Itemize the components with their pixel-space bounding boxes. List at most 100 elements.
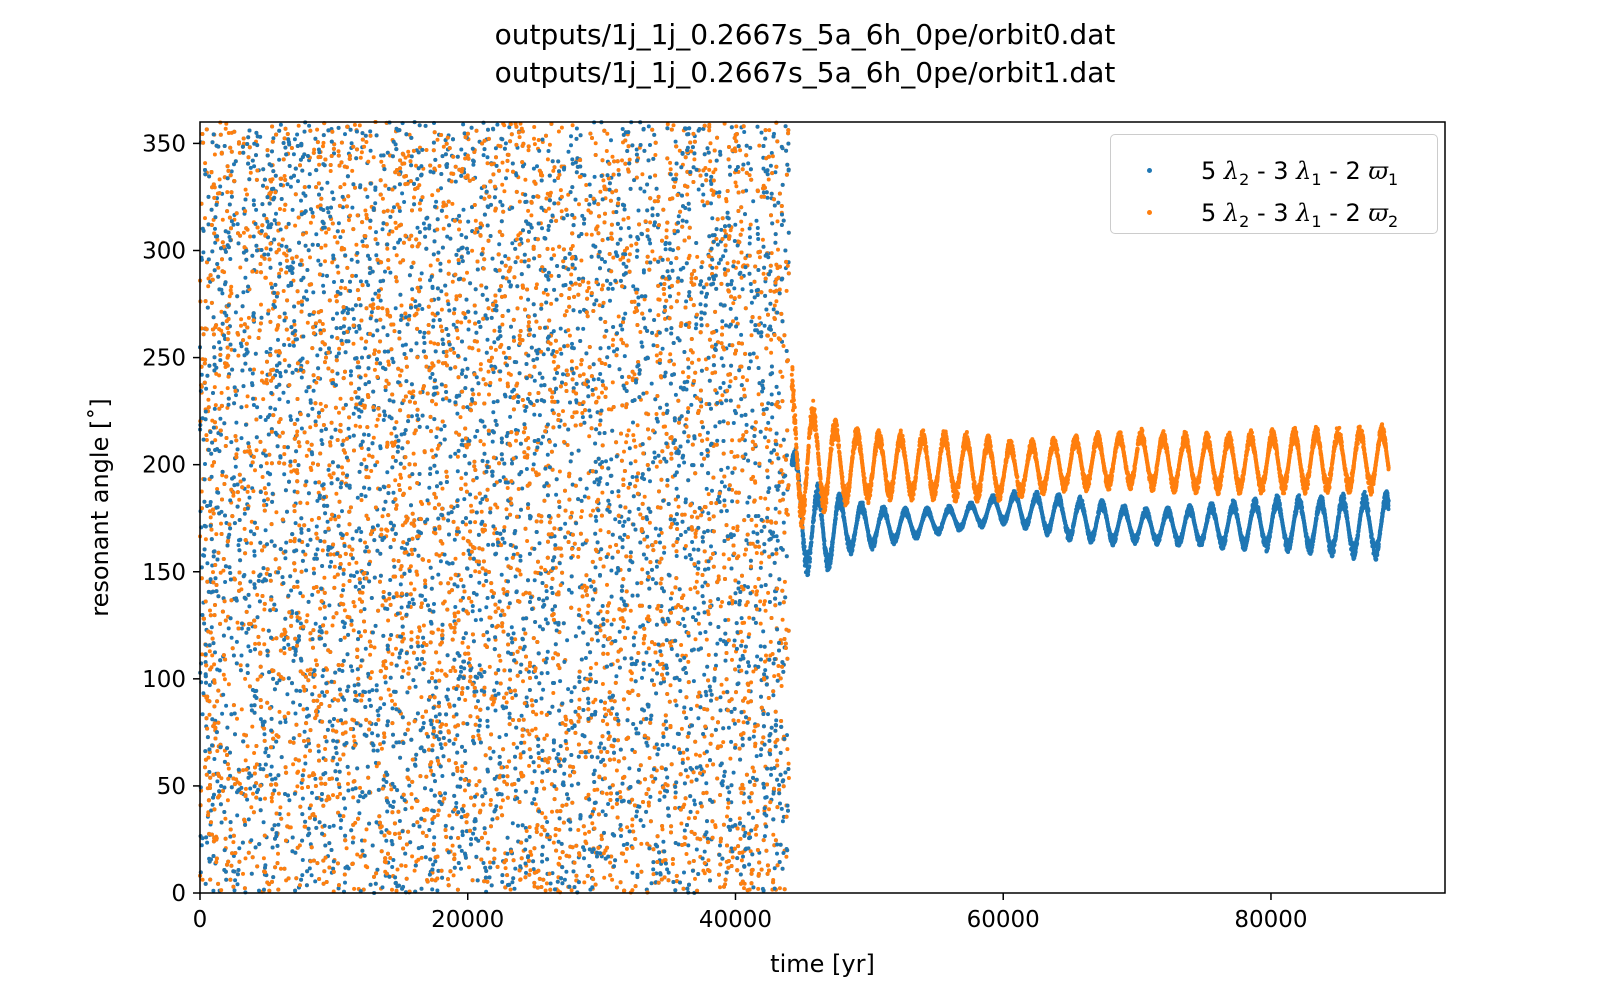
data-point-series-2 (598, 189, 603, 194)
data-point-series-1 (639, 340, 644, 345)
data-point-series-2 (467, 865, 471, 870)
data-point-series-2 (708, 141, 713, 146)
data-point-series-1 (553, 543, 558, 548)
data-point-series-1 (350, 205, 355, 210)
data-point-series-2 (553, 833, 558, 838)
data-point-series-1 (746, 161, 751, 166)
data-point-series-2 (229, 347, 234, 352)
data-point-series-1 (296, 179, 300, 184)
data-point-series-2 (263, 796, 267, 801)
data-point-series-1 (220, 291, 225, 296)
data-point-series-1 (724, 508, 729, 513)
data-point-series-2 (633, 459, 638, 464)
data-point-series-2 (624, 859, 628, 864)
data-point-series-1 (648, 175, 652, 180)
data-point-series-1 (298, 591, 303, 596)
data-point-series-2 (774, 299, 779, 304)
data-point-series-1 (649, 381, 654, 386)
data-point-series-1 (269, 764, 274, 769)
data-point-series-1 (392, 205, 396, 210)
data-point-series-2 (459, 320, 464, 325)
data-point-series-1 (605, 482, 610, 486)
data-point-series-1 (451, 322, 456, 327)
data-point-series-1 (763, 435, 767, 440)
data-point-series-2 (527, 763, 532, 768)
data-point-series-2 (766, 590, 771, 595)
data-point-series-1 (621, 523, 626, 528)
data-point-series-1 (369, 310, 374, 315)
data-point-series-1 (495, 122, 500, 127)
data-point-series-2 (407, 486, 412, 491)
data-point-series-2 (767, 128, 772, 133)
data-point-series-2 (695, 571, 700, 576)
data-point-series-2 (616, 314, 621, 319)
data-point-series-1 (349, 141, 354, 146)
data-point-series-2 (341, 583, 346, 588)
data-point-series-2 (734, 184, 739, 189)
data-point-series-1 (327, 603, 332, 608)
data-point-series-1 (509, 625, 514, 630)
data-point-series-1 (285, 182, 290, 187)
data-point-series-1 (504, 556, 509, 561)
data-point-series-2 (670, 591, 674, 596)
data-point-series-1 (625, 626, 630, 631)
data-point-series-1 (732, 239, 737, 243)
data-point-series-1 (532, 333, 537, 338)
data-point-series-1 (438, 742, 443, 747)
data-point-series-1 (201, 691, 206, 696)
data-point-series-1 (213, 240, 218, 245)
data-point-series-1 (356, 630, 361, 635)
data-point-series-2 (769, 337, 774, 342)
data-point-series-2 (407, 132, 412, 137)
data-point-series-2 (704, 637, 709, 642)
data-point-series-2 (208, 515, 213, 520)
data-point-series-1 (338, 235, 343, 240)
data-point-series-2 (695, 254, 700, 259)
data-point-series-2 (579, 515, 584, 520)
data-point-series-2 (550, 395, 554, 400)
data-point-series-2 (476, 392, 481, 397)
data-point-series-1 (556, 752, 561, 757)
data-point-series-1 (299, 426, 304, 431)
data-point-series-1 (374, 253, 379, 258)
data-point-series-2 (713, 825, 718, 830)
data-point-series-2 (593, 141, 598, 146)
data-point-series-1 (682, 655, 687, 660)
data-point-series-2 (616, 722, 621, 727)
data-point-series-1 (777, 601, 782, 606)
data-point-series-2 (453, 737, 458, 742)
data-point-series-1 (320, 674, 325, 679)
data-point-series-1 (232, 162, 236, 167)
data-point-series-2 (486, 840, 491, 845)
data-point-series-1 (551, 748, 556, 753)
data-point-series-2 (765, 445, 769, 450)
data-point-series-2 (456, 258, 461, 262)
data-point-series-1 (649, 881, 654, 886)
data-point-series-2 (243, 187, 248, 192)
data-point-series-2 (486, 369, 491, 374)
data-point-series-1 (314, 524, 319, 529)
data-point-series-1 (689, 707, 693, 711)
data-point-series-2 (378, 742, 383, 747)
data-point-series-2 (388, 693, 393, 698)
data-point-series-1 (557, 561, 562, 566)
data-point-series-1 (307, 123, 312, 128)
data-point-series-2 (693, 637, 698, 642)
data-point-series-1 (203, 642, 208, 647)
data-point-series-2 (460, 764, 465, 769)
data-point-series-1 (374, 683, 379, 688)
data-point-series-2 (362, 838, 367, 843)
data-point-series-1 (279, 243, 284, 248)
data-point-series-2 (511, 741, 516, 746)
data-point-series-2 (784, 288, 789, 293)
data-point-series-2 (557, 469, 562, 474)
data-point-series-2 (585, 289, 590, 294)
data-point-series-1 (526, 297, 531, 302)
data-point-series-2 (565, 443, 570, 447)
data-point-series-1 (563, 521, 568, 526)
data-point-series-1 (349, 369, 353, 374)
data-point-series-1 (570, 341, 574, 346)
data-point-series-1 (636, 295, 641, 300)
data-point-series-2 (549, 301, 554, 306)
data-point-series-2 (577, 202, 581, 207)
